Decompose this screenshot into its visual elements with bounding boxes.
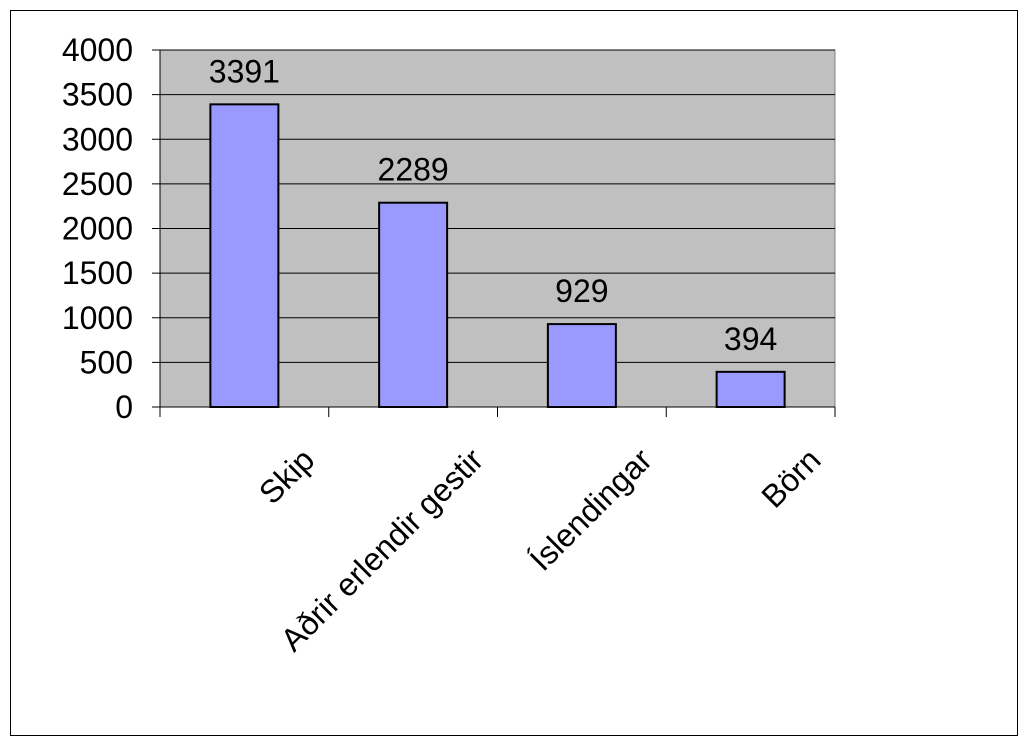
y-tick-label: 3500 xyxy=(62,77,133,113)
data-label: 929 xyxy=(555,273,608,309)
x-tick-label: Skip xyxy=(252,441,321,510)
y-tick-label: 2500 xyxy=(62,166,133,202)
y-tick-label: 4000 xyxy=(62,32,133,68)
data-label: 394 xyxy=(724,321,777,357)
data-label: 2289 xyxy=(378,152,449,188)
bar xyxy=(715,370,786,409)
bar xyxy=(378,201,449,408)
bar xyxy=(209,103,280,409)
y-tick-label: 3000 xyxy=(62,121,133,157)
y-tick-label: 1000 xyxy=(62,300,133,336)
y-tick-label: 2000 xyxy=(62,211,133,247)
y-tick-label: 500 xyxy=(80,344,133,380)
y-tick-label: 0 xyxy=(115,389,133,425)
y-tick-label: 1500 xyxy=(62,255,133,291)
bar xyxy=(546,323,617,409)
x-tick-label: Íslendingar xyxy=(523,441,659,577)
data-label: 3391 xyxy=(209,53,280,89)
x-tick-label: Börn xyxy=(754,441,827,514)
